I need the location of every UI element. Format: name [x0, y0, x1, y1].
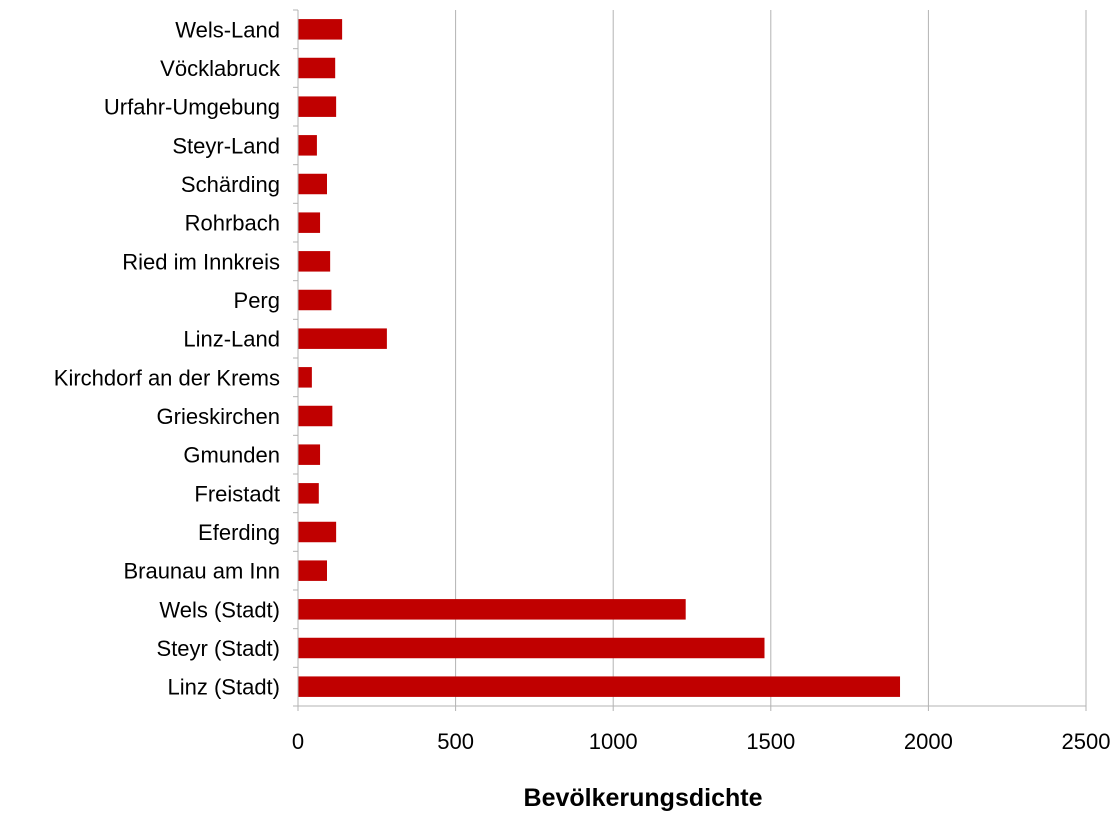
category-label: Braunau am Inn	[123, 559, 280, 584]
category-label: Perg	[234, 288, 280, 313]
bar	[298, 212, 321, 233]
bar	[298, 637, 765, 659]
bar	[298, 483, 319, 504]
category-label: Linz (Stadt)	[168, 675, 281, 700]
category-label: Wels (Stadt)	[159, 597, 280, 622]
category-label: Urfahr-Umgebung	[104, 95, 280, 120]
bar	[298, 135, 317, 156]
bar	[298, 289, 332, 311]
category-label: Schärding	[181, 172, 280, 197]
category-label: Rohrbach	[185, 211, 280, 236]
x-tick-label: 1000	[589, 729, 638, 754]
category-label: Freistadt	[194, 481, 280, 506]
axes	[293, 9, 1087, 711]
bar	[298, 367, 312, 388]
bar	[298, 251, 331, 272]
category-label: Steyr (Stadt)	[157, 636, 280, 661]
gridlines	[455, 10, 1087, 706]
bar	[298, 405, 333, 427]
bar	[298, 560, 327, 581]
bar	[298, 328, 387, 349]
x-tick-label: 500	[437, 729, 474, 754]
category-label: Grieskirchen	[157, 404, 280, 429]
bar	[298, 444, 321, 465]
category-label: Kirchdorf an der Krems	[54, 365, 280, 390]
bar	[298, 676, 901, 697]
category-label: Ried im Innkreis	[122, 249, 280, 274]
x-tick-label: 2500	[1062, 729, 1111, 754]
bar	[298, 599, 686, 620]
bar	[298, 173, 327, 195]
category-label: Vöcklabruck	[160, 56, 281, 81]
x-axis-title: Bevölkerungsdichte	[524, 784, 763, 812]
category-label: Eferding	[198, 520, 280, 545]
category-label: Wels-Land	[175, 17, 280, 42]
bar	[298, 96, 337, 117]
bar	[298, 57, 336, 79]
category-label: Steyr-Land	[172, 133, 280, 158]
x-tick-label: 1500	[746, 729, 795, 754]
bar	[298, 19, 343, 40]
x-tick-label: 0	[292, 729, 304, 754]
bars	[298, 19, 901, 697]
x-tick-label: 2000	[904, 729, 953, 754]
category-label: Gmunden	[183, 443, 280, 468]
tick-labels: 0 500 1000 1500 2000 2500 Wels-Land Vöcklabruck…	[54, 17, 1111, 754]
category-label: Linz-Land	[183, 327, 280, 352]
bar	[298, 521, 337, 543]
